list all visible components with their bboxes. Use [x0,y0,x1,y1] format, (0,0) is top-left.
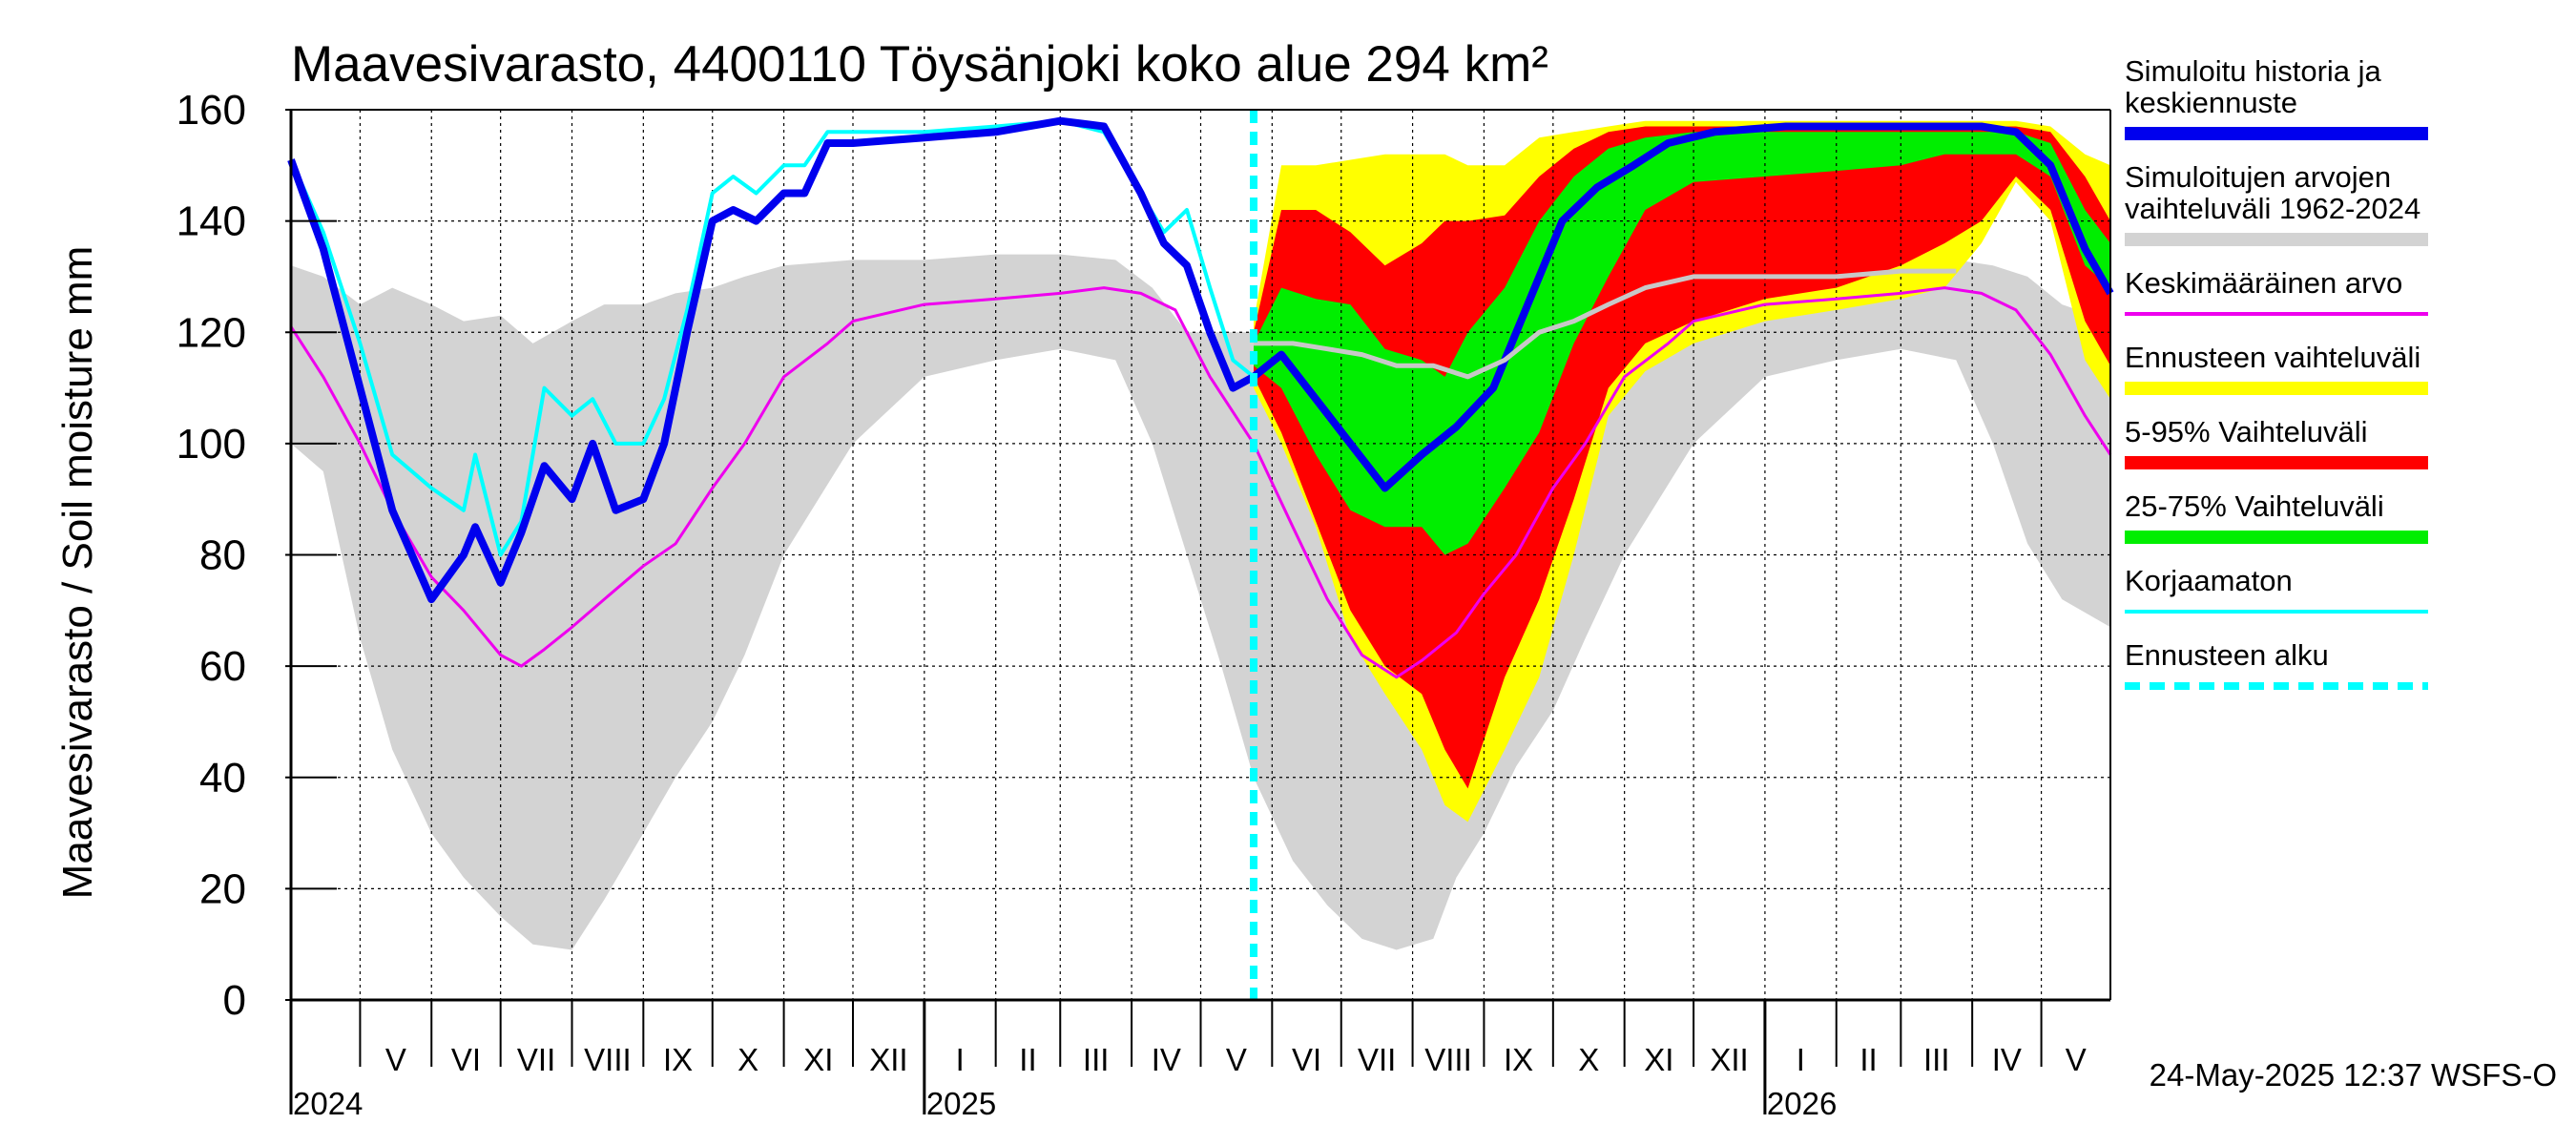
legend-item-keskim-r-inen-arvo: Keskimääräinen arvo [2125,266,2428,316]
x-tick-label-month: IV [1152,1042,1181,1077]
x-tick-label-month: VI [451,1042,481,1077]
legend-label: Simuloitu historia ja [2125,54,2382,88]
band-simuloitujen-arvojen-vaihteluv-li-1962-2024 [291,254,2110,950]
x-tick-label-month: VII [1358,1042,1396,1077]
legend: Simuloitu historia jakeskiennusteSimuloi… [2125,54,2428,690]
chart-title: Maavesivarasto, 4400110 Töysänjoki koko … [291,36,1548,93]
x-tick-label-year: 2024 [293,1086,363,1121]
y-tick-label: 100 [177,421,246,468]
y-tick-label: 20 [199,865,246,912]
legend-label: 25-75% Vaihteluväli [2125,489,2384,523]
x-tick-label-month: V [385,1042,406,1077]
x-tick-label-month: VII [517,1042,555,1077]
x-tick-label-month: XI [803,1042,833,1077]
x-tick-label-month: VIII [1424,1042,1472,1077]
x-tick-label-month: V [2066,1042,2087,1077]
x-tick-label-month: II [1019,1042,1036,1077]
series-keskim-r-inen-arvo [289,286,2112,679]
x-tick-label-month: I [1797,1042,1805,1077]
legend-label: Korjaamaton [2125,564,2293,597]
timestamp: 24-May-2025 12:37 WSFS-O [2150,1057,2557,1093]
x-tick-label-month: III [1083,1042,1110,1077]
y-tick-label: 80 [199,532,246,579]
legend-item-ennusteen-alku: Ennusteen alku [2125,638,2428,690]
x-tick-label-month: XII [1710,1042,1748,1077]
band-5-95-vaihteluv-li [1254,126,2110,789]
y-tick-label: 140 [177,198,246,245]
y-tick-label: 0 [223,977,246,1024]
x-tick-label-month: III [1923,1042,1950,1077]
legend-label: Keskimääräinen arvo [2125,266,2402,300]
legend-label: Ennusteen alku [2125,638,2329,672]
legend-label: 5-95% Vaihteluväli [2125,415,2367,448]
y-tick-label: 60 [199,643,246,690]
y-tick-label: 40 [199,755,246,802]
legend-label: Ennusteen vaihteluväli [2125,341,2420,374]
y-tick-label: 120 [177,309,246,356]
legend-label: Simuloitujen arvojen [2125,160,2391,194]
legend-label: keskiennuste [2125,86,2297,119]
x-tick-label-month: II [1859,1042,1877,1077]
x-tick-label-month: VI [1292,1042,1321,1077]
legend-item-korjaamaton: Korjaamaton [2125,564,2428,614]
series-simuloitu-keskiarvo-grey-line [1254,268,1957,380]
y-axis-label: Maavesivarasto / Soil moisture mm [54,246,101,900]
x-tick-label-month: I [956,1042,965,1077]
x-tick-label-month: X [737,1042,758,1077]
lines-layer [287,110,2114,1000]
legend-item-25-75-vaihteluv-li: 25-75% Vaihteluväli [2125,489,2428,544]
x-tick-label-month: X [1578,1042,1599,1077]
bands-layer [291,120,2110,950]
x-tick-label-year: 2026 [1767,1086,1837,1121]
x-tick-label-month: VIII [584,1042,632,1077]
band-25-75-vaihteluv-li [1254,132,2110,555]
x-tick-label-year: 2025 [926,1086,996,1121]
series-simuloitu-historia-ja-keskiennuste [287,116,2114,604]
legend-item-5-95-vaihteluv-li: 5-95% Vaihteluväli [2125,415,2428,469]
y-tick-label: 160 [177,87,246,134]
x-tick-label-month: IV [1992,1042,2022,1077]
x-tick-label-month: XII [869,1042,907,1077]
x-tick-label-month: IX [663,1042,693,1077]
x-tick-label-month: IX [1504,1042,1533,1077]
legend-item-ennusteen-vaihteluv-li: Ennusteen vaihteluväli [2125,341,2428,395]
legend-label: vaihteluväli 1962-2024 [2125,192,2420,225]
x-tick-label-month: XI [1644,1042,1673,1077]
x-tick-label-month: V [1226,1042,1247,1077]
